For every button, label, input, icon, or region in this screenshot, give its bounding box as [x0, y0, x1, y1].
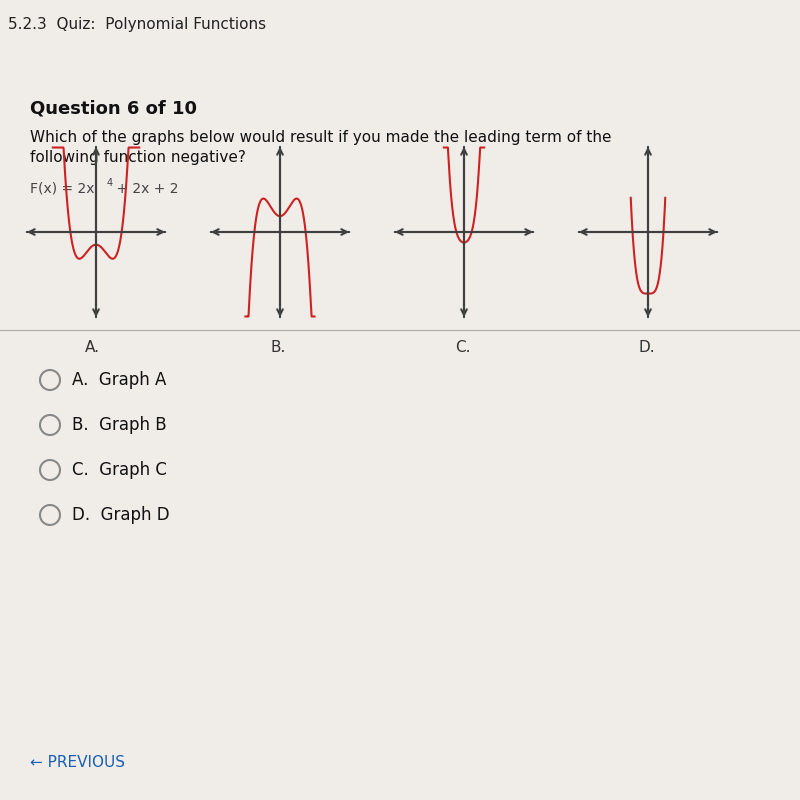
- Text: C.  Graph C: C. Graph C: [72, 461, 167, 479]
- Text: + 2x + 2: + 2x + 2: [112, 182, 178, 196]
- Text: A.  Graph A: A. Graph A: [72, 371, 166, 389]
- Text: Question 6 of 10: Question 6 of 10: [30, 100, 197, 118]
- Text: A.: A.: [85, 340, 99, 355]
- Text: B.  Graph B: B. Graph B: [72, 416, 166, 434]
- Text: 5.2.3  Quiz:  Polynomial Functions: 5.2.3 Quiz: Polynomial Functions: [8, 17, 266, 31]
- Text: C.: C.: [454, 340, 470, 355]
- Text: 4: 4: [107, 178, 113, 188]
- Text: ← PREVIOUS: ← PREVIOUS: [30, 755, 125, 770]
- Text: B.: B.: [270, 340, 286, 355]
- Text: Which of the graphs below would result if you made the leading term of the: Which of the graphs below would result i…: [30, 130, 611, 145]
- Text: D.  Graph D: D. Graph D: [72, 506, 170, 524]
- Text: F(x) = 2x: F(x) = 2x: [30, 182, 94, 196]
- Text: following function negative?: following function negative?: [30, 150, 246, 165]
- Text: D.: D.: [638, 340, 654, 355]
